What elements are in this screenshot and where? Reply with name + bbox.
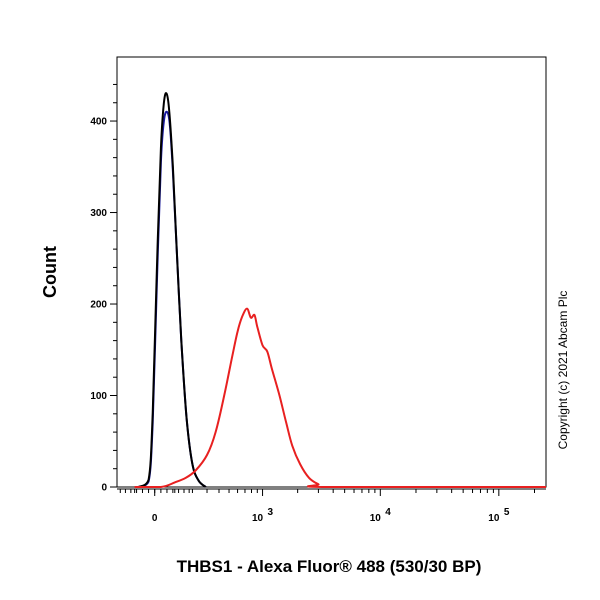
- series-line-2: [137, 92, 207, 488]
- y-tick-label: 300: [90, 208, 107, 219]
- plot-frame: [116, 56, 547, 488]
- x-tick-exponent: 5: [504, 507, 510, 518]
- series-layer: [134, 92, 547, 489]
- x-tick-exponent: 4: [385, 507, 391, 518]
- y-axis: 0 100 200 300 400: [90, 83, 117, 494]
- y-tick-label: 0: [101, 483, 107, 494]
- y-tick-label: 400: [90, 117, 107, 128]
- x-tick-label: 10: [488, 513, 500, 524]
- y-tick-label: 100: [90, 391, 107, 402]
- x-tick-label: 10: [252, 513, 264, 524]
- y-axis-title: Count: [40, 246, 60, 298]
- copyright-text: Copyright (c) 2021 Abcam Plc: [556, 291, 570, 450]
- series-line-3: [134, 307, 547, 489]
- x-tick-exponent: 3: [268, 507, 274, 518]
- x-tick-label: 10: [370, 513, 382, 524]
- x-tick-label: 0: [152, 513, 158, 524]
- y-tick-label: 200: [90, 300, 107, 311]
- x-axis-title: THBS1 - Alexa Fluor® 488 (530/30 BP): [177, 557, 482, 576]
